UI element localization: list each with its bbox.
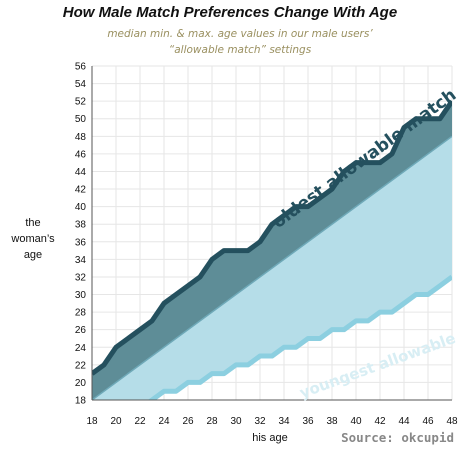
x-tick-label: 24 xyxy=(158,416,170,427)
y-tick-label: 34 xyxy=(75,255,87,266)
y-tick-label: 44 xyxy=(75,167,87,178)
y-tick-label: 40 xyxy=(75,202,87,213)
x-tick-label: 26 xyxy=(182,416,194,427)
reference-line xyxy=(92,135,452,400)
y-tick-label: 38 xyxy=(75,220,87,231)
x-tick-label: 46 xyxy=(422,416,434,427)
y-tick-label: 22 xyxy=(75,360,87,371)
series-line-oldest xyxy=(92,99,452,376)
chart-subtitle: median min. & max. age values in our mal… xyxy=(60,26,420,58)
y-axis-label-line: age xyxy=(23,249,43,261)
series-line-youngest xyxy=(147,274,452,400)
y-tick-label: 20 xyxy=(75,378,87,389)
y-axis-label: the woman’s age xyxy=(8,215,58,263)
y-tick-label: 24 xyxy=(75,343,87,354)
x-tick-label: 40 xyxy=(350,416,362,427)
area-youngest-band xyxy=(92,136,452,400)
y-axis-label-line: woman’s xyxy=(11,233,55,245)
area-oldest-band xyxy=(92,101,452,400)
y-tick-label: 56 xyxy=(75,62,87,73)
y-tick-label: 32 xyxy=(75,272,87,283)
x-tick-label: 32 xyxy=(254,416,266,427)
y-tick-label: 54 xyxy=(75,79,87,90)
x-tick-label: 42 xyxy=(374,416,386,427)
source-note: Source: okcupid xyxy=(341,430,454,445)
chart-title: How Male Match Preferences Change With A… xyxy=(62,4,398,21)
y-tick-label: 48 xyxy=(75,132,87,143)
y-tick-label: 28 xyxy=(75,308,87,319)
y-tick-label: 46 xyxy=(75,149,87,160)
x-tick-label: 48 xyxy=(446,416,458,427)
chart-subtitle-line: “allowable match” settings xyxy=(168,44,312,56)
x-tick-label: 22 xyxy=(134,416,146,427)
x-tick-label: 44 xyxy=(398,416,410,427)
plot-area xyxy=(92,99,452,400)
chart-subtitle-line: median min. & max. age values in our mal… xyxy=(107,28,373,40)
y-tick-label: 18 xyxy=(75,396,87,407)
x-tick-label: 30 xyxy=(230,416,242,427)
x-tick-label: 18 xyxy=(86,416,98,427)
y-tick-label: 52 xyxy=(75,97,87,108)
x-tick-label: 28 xyxy=(206,416,218,427)
x-axis-label: his age xyxy=(252,432,288,444)
x-tick-label: 38 xyxy=(326,416,338,427)
x-tick-label: 34 xyxy=(278,416,290,427)
y-tick-label: 42 xyxy=(75,185,87,196)
x-tick-label: 36 xyxy=(302,416,314,427)
x-tick-label: 20 xyxy=(110,416,122,427)
y-tick-label: 50 xyxy=(75,114,87,125)
y-tick-label: 36 xyxy=(75,237,87,248)
y-tick-label: 30 xyxy=(75,290,87,301)
y-axis-label-line: the xyxy=(25,217,41,229)
y-tick-label: 26 xyxy=(75,325,87,336)
